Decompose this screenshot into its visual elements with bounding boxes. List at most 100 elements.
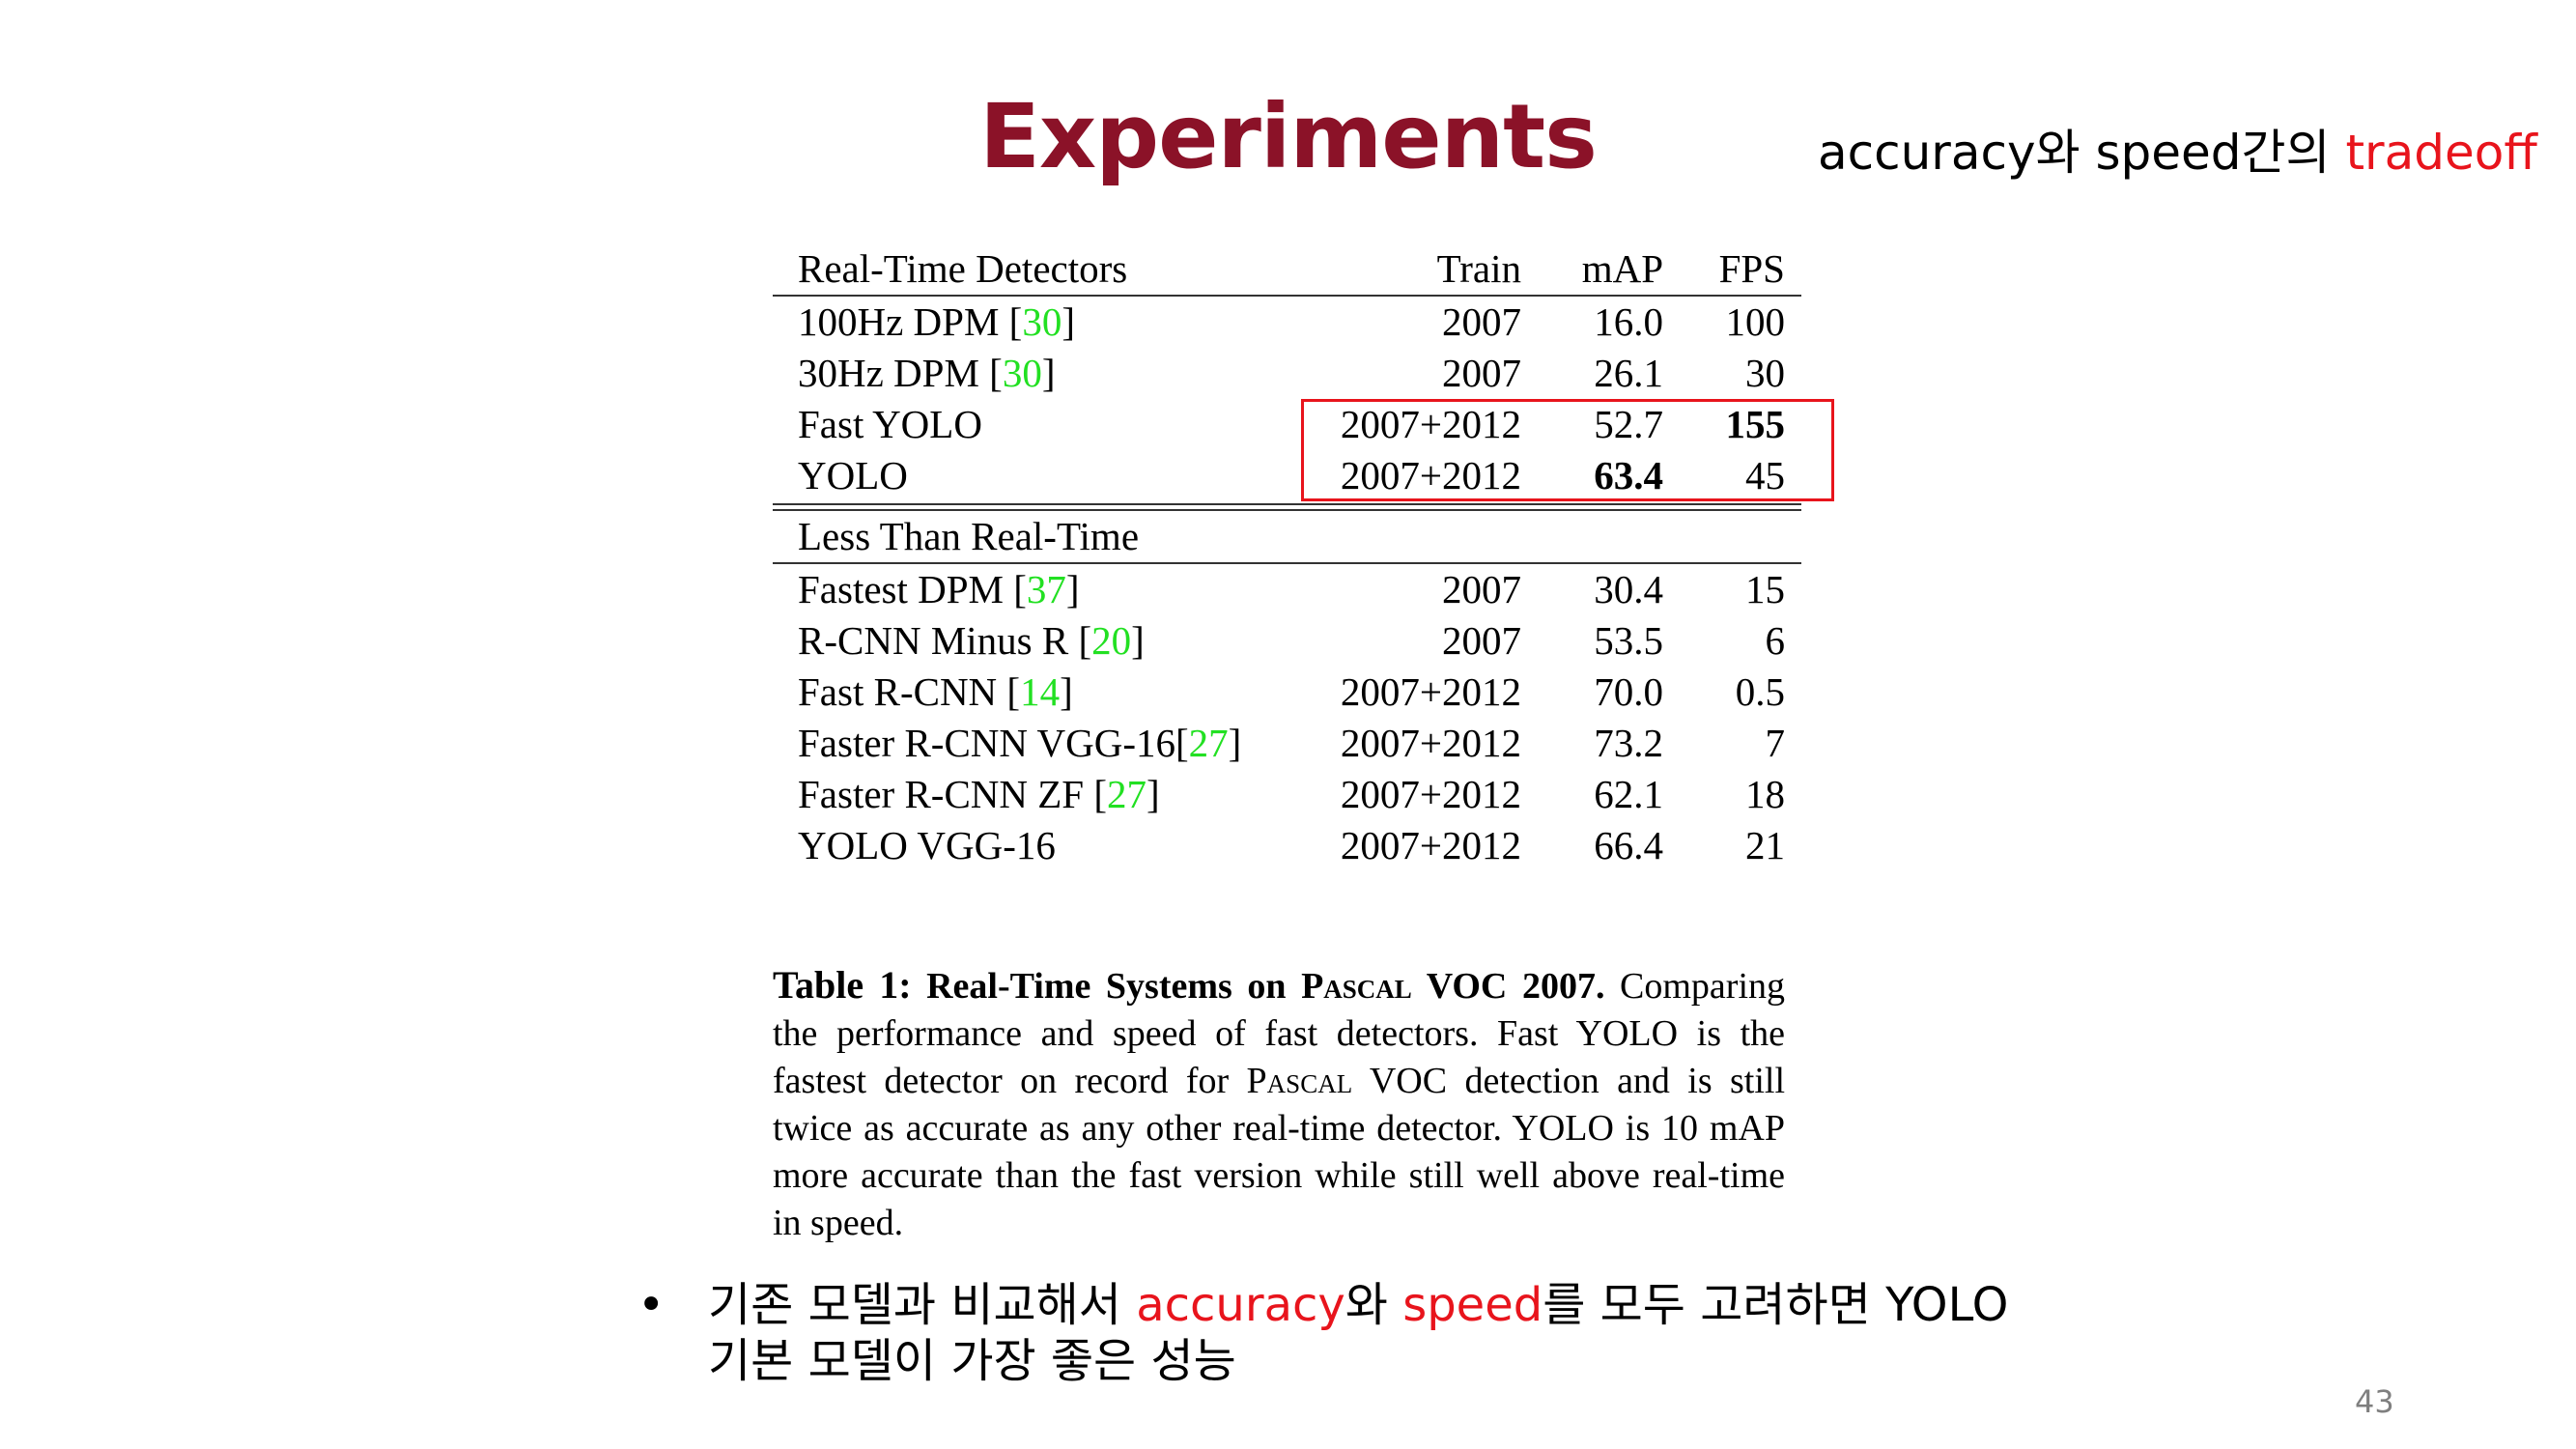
table-row: Fast YOLO 2007+2012 52.7 155	[773, 399, 1801, 450]
citation-ref: 27	[1188, 721, 1229, 765]
table-row: 100Hz DPM [30] 2007 16.0 100	[773, 297, 1801, 348]
tagline: accuracy와 speed간의 tradeoff	[1818, 114, 2537, 184]
detector-name: Fast R-CNN [14]	[798, 667, 1073, 718]
table-row: 30Hz DPM [30] 2007 26.1 30	[773, 348, 1801, 399]
train-cell: 2007	[1442, 618, 1521, 663]
detector-name: Fast YOLO	[798, 399, 982, 450]
map-cell: 63.4	[1594, 453, 1663, 497]
table-row: R-CNN Minus R [20] 2007 53.5 6	[773, 615, 1801, 667]
train-cell: 2007	[1442, 567, 1521, 611]
citation-close: ]	[1041, 351, 1056, 395]
train-cell: 2007	[1442, 351, 1521, 395]
citation-ref: 27	[1107, 772, 1147, 816]
bullet-line-2: 기본 모델이 가장 좋은 성능	[708, 1334, 1236, 1388]
map-cell: 73.2	[1594, 721, 1663, 765]
header-train: Train	[1436, 246, 1521, 291]
table-row: YOLO VGG-16 2007+2012 66.4 21	[773, 820, 1801, 871]
citation-close: ]	[1062, 299, 1075, 344]
fps-cell: 0.5	[1735, 669, 1785, 714]
caption-title-sc: Pascal	[1301, 966, 1412, 1007]
bullet-marker: •	[637, 1278, 665, 1332]
less-group-label: Less Than Real-Time	[798, 514, 1140, 558]
detector-name: Faster R-CNN VGG-16[27]	[798, 718, 1241, 769]
map-cell: 70.0	[1594, 669, 1663, 714]
caption-body-sc: Pascal	[1246, 1061, 1353, 1101]
table-row: Faster R-CNN VGG-16[27] 2007+2012 73.2 7	[773, 718, 1801, 769]
table-row: Faster R-CNN ZF [27] 2007+2012 62.1 18	[773, 769, 1801, 820]
fps-cell: 21	[1745, 823, 1785, 867]
fps-cell: 100	[1725, 299, 1786, 344]
map-cell: 16.0	[1594, 299, 1663, 344]
train-cell: 2007+2012	[1340, 669, 1521, 714]
bullet-accent-speed: speed	[1402, 1278, 1543, 1332]
detector-label: R-CNN Minus R [	[798, 618, 1092, 663]
train-cell: 2007	[1442, 299, 1521, 344]
detector-label: Fastest DPM [	[798, 567, 1027, 611]
bullet-text-b: 와	[1345, 1278, 1403, 1332]
detector-label: YOLO	[798, 453, 908, 497]
detector-label: Faster R-CNN ZF [	[798, 772, 1108, 816]
table-row: YOLO 2007+2012 63.4 45	[773, 450, 1801, 501]
caption-body-b: VOC detection and is still twice as accu…	[773, 1061, 1785, 1243]
table-header: Real-Time Detectors Train mAP FPS	[773, 243, 1801, 295]
detector-label: 30Hz DPM [	[798, 351, 1003, 395]
header-group-label: Real-Time Detectors	[798, 246, 1128, 291]
highlight-box	[1301, 399, 1834, 501]
caption-label: Table 1:	[773, 963, 912, 1007]
header-map: mAP	[1581, 246, 1663, 291]
map-cell: 26.1	[1594, 351, 1663, 395]
results-table: Real-Time Detectors Train mAP FPS 100Hz …	[773, 243, 1801, 871]
detector-label: Faster R-CNN VGG-16[	[798, 721, 1189, 765]
detector-label: Fast YOLO	[798, 402, 982, 446]
bullet-text-c: 를 모두 고려하면 YOLO	[1543, 1278, 2009, 1332]
citation-ref: 37	[1026, 567, 1066, 611]
citation-close: ]	[1131, 618, 1145, 663]
table-double-rule	[773, 503, 1801, 511]
citation-close: ]	[1060, 669, 1073, 714]
detector-label: YOLO VGG-16	[798, 823, 1056, 867]
citation-ref: 30	[1022, 299, 1062, 344]
train-cell: 2007+2012	[1340, 772, 1521, 816]
table-rule	[773, 562, 1801, 564]
detector-name: YOLO VGG-16	[798, 820, 1056, 871]
caption-title: Real-Time Systems on Pascal VOC 2007.	[912, 966, 1605, 1007]
fps-cell: 7	[1765, 721, 1786, 765]
caption-title-b: VOC 2007.	[1411, 966, 1605, 1007]
realtime-rows: 100Hz DPM [30] 2007 16.0 100 30Hz DPM [30] 20…	[773, 297, 1801, 501]
page-number: 43	[2355, 1383, 2394, 1420]
train-cell: 2007+2012	[1340, 721, 1521, 765]
bullet-text: 기존 모델과 비교해서 accuracy와 speed를 모두 고려하면 YOL…	[708, 1277, 2008, 1389]
train-cell: 2007+2012	[1340, 823, 1521, 867]
fps-cell: 30	[1745, 351, 1785, 395]
detector-label: Fast R-CNN [	[798, 669, 1021, 714]
table-caption: Table 1: Real-Time Systems on Pascal VOC…	[773, 961, 1785, 1247]
citation-close: ]	[1065, 567, 1080, 611]
detector-name: Faster R-CNN ZF [27]	[798, 769, 1160, 820]
bullet-list: • 기존 모델과 비교해서 accuracy와 speed를 모두 고려하면 Y…	[637, 1277, 2008, 1389]
bullet-accent-accuracy: accuracy	[1136, 1278, 1345, 1332]
citation-close: ]	[1146, 772, 1160, 816]
citation-close: ]	[1228, 721, 1242, 765]
detector-name: 30Hz DPM [30]	[798, 348, 1055, 399]
fps-cell: 155	[1725, 402, 1786, 446]
detector-name: 100Hz DPM [30]	[798, 297, 1075, 348]
table-row: Fast R-CNN [14] 2007+2012 70.0 0.5	[773, 667, 1801, 718]
less-group-row: Less Than Real-Time	[773, 511, 1801, 562]
citation-ref: 30	[1002, 351, 1042, 395]
tagline-text: accuracy와 speed간의	[1818, 125, 2346, 181]
tagline-highlight: tradeoff	[2345, 125, 2537, 181]
detector-name: YOLO	[798, 450, 908, 501]
train-cell: 2007+2012	[1340, 402, 1521, 446]
fps-cell: 6	[1765, 618, 1786, 663]
slide-title: Experiments	[979, 85, 1598, 188]
map-cell: 53.5	[1594, 618, 1663, 663]
fps-cell: 45	[1745, 453, 1785, 497]
less-rows: Fastest DPM [37] 2007 30.4 15 R-CNN Minus R …	[773, 564, 1801, 871]
citation-ref: 20	[1091, 618, 1132, 663]
map-cell: 66.4	[1594, 823, 1663, 867]
detector-label: 100Hz DPM [	[798, 299, 1023, 344]
bullet-line-1: 기존 모델과 비교해서 accuracy와 speed를 모두 고려하면 YOL…	[708, 1277, 2008, 1333]
map-cell: 62.1	[1594, 772, 1663, 816]
detector-name: Fastest DPM [37]	[798, 564, 1080, 615]
fps-cell: 15	[1745, 567, 1785, 611]
